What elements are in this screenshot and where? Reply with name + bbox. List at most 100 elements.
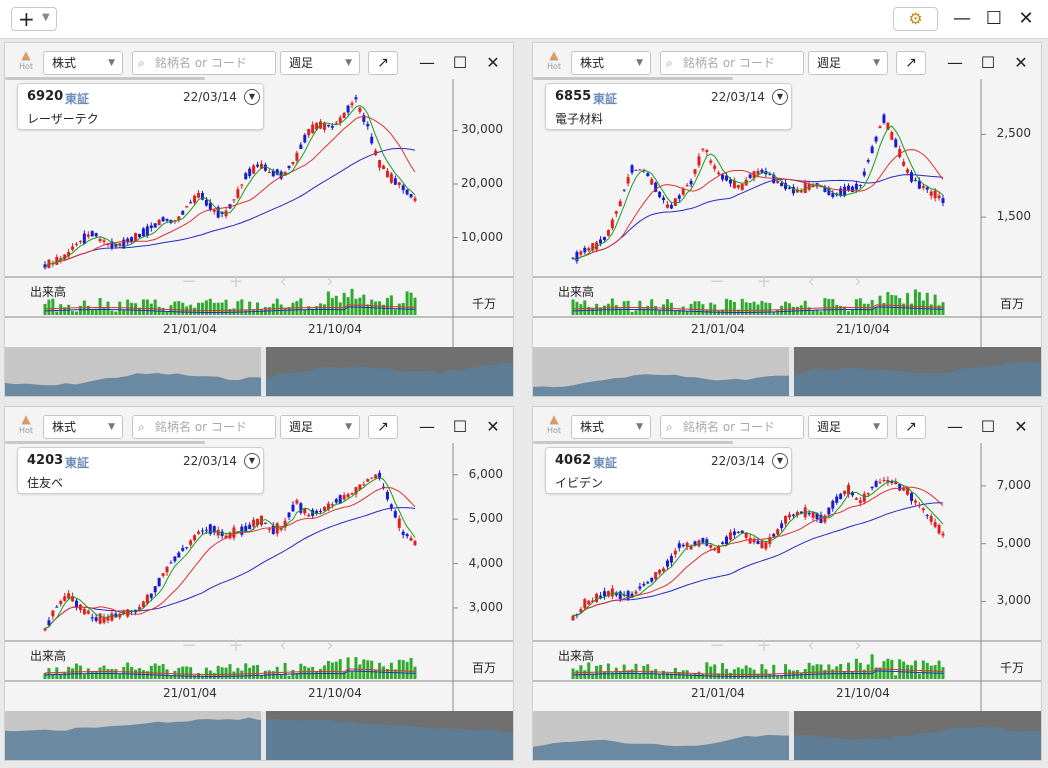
panel-minimize-button[interactable]: — (419, 53, 435, 72)
open-external-button[interactable]: ↗ (368, 415, 398, 439)
toolbar-scrollbar[interactable] (533, 441, 733, 444)
price-chart[interactable] (533, 79, 1041, 347)
add-panel-button[interactable]: + ▼ (11, 7, 57, 31)
overview-navigator[interactable] (5, 347, 513, 396)
volume-bar (768, 674, 772, 679)
zoom-in-button[interactable]: + (756, 271, 772, 292)
volume-bar (772, 311, 776, 315)
panel-minimize-button[interactable]: — (419, 417, 435, 436)
scroll-right-button[interactable]: › (854, 635, 862, 656)
candle-down (784, 183, 788, 190)
scroll-left-button[interactable]: ‹ (279, 271, 287, 292)
candle-up (228, 532, 232, 539)
volume-bar (925, 292, 929, 315)
candle-up (898, 149, 902, 158)
price-chart[interactable] (5, 79, 513, 347)
chevron-down-circle-icon[interactable]: ▼ (244, 453, 260, 469)
window-close-button[interactable]: ✕ (1018, 8, 1034, 29)
overview-navigator[interactable] (533, 347, 1041, 396)
window-minimize-button[interactable]: — (953, 8, 971, 29)
overview-navigator[interactable] (533, 711, 1041, 760)
volume-bar (673, 667, 677, 679)
panel-close-button[interactable]: ✕ (486, 53, 500, 72)
candle-down (823, 186, 827, 192)
zoom-out-button[interactable]: − (709, 271, 725, 292)
symbol-search-input[interactable]: ⌕ 銘柄名 or コード (660, 51, 804, 75)
symbol-search-input[interactable]: ⌕ 銘柄名 or コード (132, 51, 276, 75)
open-external-button[interactable]: ↗ (896, 51, 926, 75)
hot-button[interactable]: ▲ Hot (542, 413, 566, 439)
scroll-right-button[interactable]: › (326, 635, 334, 656)
zoom-out-button[interactable]: − (709, 635, 725, 656)
chevron-down-circle-icon[interactable]: ▼ (772, 89, 788, 105)
candle-up (752, 538, 756, 543)
volume-bar (102, 308, 106, 315)
type-select[interactable]: 株式 ▼ (43, 415, 123, 439)
volume-bar (295, 673, 299, 679)
hot-button[interactable]: ▲ Hot (14, 49, 38, 75)
price-chart[interactable] (5, 443, 513, 711)
volume-bar (591, 307, 595, 315)
toolbar-scrollbar[interactable] (5, 441, 205, 444)
volume-bar (173, 301, 177, 315)
panel-maximize-button[interactable]: ☐ (452, 417, 468, 436)
scroll-left-button[interactable]: ‹ (807, 271, 815, 292)
search-placeholder: 銘柄名 or コード (683, 420, 775, 434)
period-select[interactable]: 週足 ▼ (808, 51, 888, 75)
zoom-in-button[interactable]: + (228, 271, 244, 292)
volume-bar (784, 301, 788, 315)
panel-maximize-button[interactable]: ☐ (980, 417, 996, 436)
panel-minimize-button[interactable]: — (947, 53, 963, 72)
period-select[interactable]: 週足 ▼ (280, 415, 360, 439)
hot-button[interactable]: ▲ Hot (542, 49, 566, 75)
candle-down (137, 234, 141, 238)
panel-close-button[interactable]: ✕ (1014, 417, 1028, 436)
overview-navigator[interactable] (5, 711, 513, 760)
candle-up (145, 595, 149, 604)
candle-up (658, 569, 662, 574)
toolbar-scrollbar[interactable] (533, 77, 733, 80)
zoom-out-button[interactable]: − (181, 635, 197, 656)
volume-bar (913, 660, 917, 679)
open-external-button[interactable]: ↗ (896, 415, 926, 439)
zoom-in-button[interactable]: + (228, 635, 244, 656)
volume-bar (94, 671, 98, 679)
chevron-down-icon: ▼ (108, 422, 115, 432)
panel-minimize-button[interactable]: — (947, 417, 963, 436)
candle-up (350, 103, 354, 106)
volume-bar (610, 672, 614, 679)
panel-maximize-button[interactable]: ☐ (980, 53, 996, 72)
scroll-left-button[interactable]: ‹ (279, 635, 287, 656)
x-tick-label: 21/01/04 (691, 322, 745, 336)
volume-bar (921, 300, 925, 315)
window-maximize-button[interactable]: ☐ (985, 8, 1003, 29)
panel-maximize-button[interactable]: ☐ (452, 53, 468, 72)
open-external-button[interactable]: ↗ (368, 51, 398, 75)
candle-up (921, 508, 925, 511)
type-select[interactable]: 株式 ▼ (571, 51, 651, 75)
scroll-right-button[interactable]: › (326, 271, 334, 292)
candle-up (705, 150, 709, 153)
zoom-out-button[interactable]: − (181, 271, 197, 292)
volume-bar (102, 665, 106, 679)
volume-bar (602, 671, 606, 679)
scroll-right-button[interactable]: › (854, 271, 862, 292)
toolbar-scrollbar[interactable] (5, 77, 205, 80)
hot-button[interactable]: ▲ Hot (14, 413, 38, 439)
symbol-search-input[interactable]: ⌕ 銘柄名 or コード (132, 415, 276, 439)
symbol-search-input[interactable]: ⌕ 銘柄名 or コード (660, 415, 804, 439)
zoom-in-button[interactable]: + (756, 635, 772, 656)
period-select[interactable]: 週足 ▼ (280, 51, 360, 75)
panel-close-button[interactable]: ✕ (1014, 53, 1028, 72)
period-select[interactable]: 週足 ▼ (808, 415, 888, 439)
panel-close-button[interactable]: ✕ (486, 417, 500, 436)
chevron-down-circle-icon[interactable]: ▼ (244, 89, 260, 105)
scroll-left-button[interactable]: ‹ (807, 635, 815, 656)
chevron-down-circle-icon[interactable]: ▼ (772, 453, 788, 469)
settings-button[interactable]: ⚙ (893, 7, 938, 31)
volume-bar (382, 666, 386, 679)
type-select[interactable]: 株式 ▼ (43, 51, 123, 75)
candle-down (220, 531, 224, 536)
price-chart[interactable] (533, 443, 1041, 711)
type-select[interactable]: 株式 ▼ (571, 415, 651, 439)
